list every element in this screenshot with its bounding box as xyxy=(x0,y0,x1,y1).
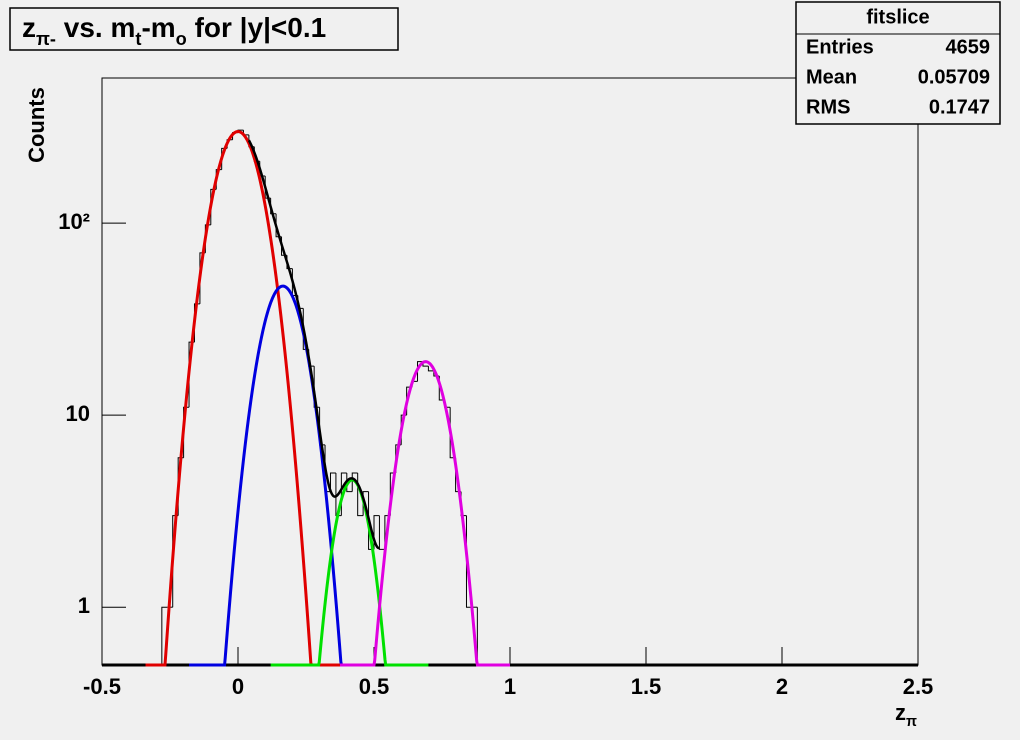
text-part: o xyxy=(176,29,187,49)
histogram-bin xyxy=(427,366,434,372)
text-part: -m xyxy=(141,12,175,43)
fit-curve xyxy=(145,130,340,667)
fit-curve xyxy=(270,478,429,667)
stats-value: 4659 xyxy=(946,36,991,58)
y-tick-label: 10 xyxy=(66,401,90,426)
x-tick-label: 2.5 xyxy=(903,674,934,699)
x-tick-label: 0.5 xyxy=(359,674,390,699)
x-tick-label: 1.5 xyxy=(631,674,662,699)
text-part: t xyxy=(135,29,141,49)
total-fit-curve xyxy=(247,139,380,550)
y-axis-label: Counts xyxy=(24,87,49,163)
y-tick-label: 1 xyxy=(78,593,90,618)
stats-label: Entries xyxy=(806,36,874,58)
fit-curve xyxy=(340,360,510,667)
stats-value: 0.05709 xyxy=(918,66,990,88)
x-tick-label: 0 xyxy=(232,674,244,699)
histogram-bin xyxy=(329,472,336,492)
text-part: z xyxy=(895,700,906,725)
stats-title: fitslice xyxy=(866,6,929,28)
histogram-bin xyxy=(335,472,342,517)
histogram-bin xyxy=(313,366,320,408)
x-axis-label: zπ xyxy=(895,700,917,730)
x-tick-label: -0.5 xyxy=(83,674,121,699)
text-part: for |y|<0.1 xyxy=(187,12,326,43)
histogram-bin xyxy=(161,606,168,665)
histogram-bin xyxy=(378,515,385,550)
histogram-bin xyxy=(346,472,353,493)
text-part: π- xyxy=(36,29,56,49)
stats-box xyxy=(795,1,1001,125)
title-box xyxy=(9,7,399,51)
chart-title: zπ- vs. mt-mo for |y|<0.1 xyxy=(22,12,326,48)
stats-label: RMS xyxy=(806,96,850,118)
histogram-bin xyxy=(362,491,369,516)
plot-frame xyxy=(101,77,919,666)
histogram-bin xyxy=(417,361,423,382)
stats-label: Mean xyxy=(806,66,857,88)
text-part: π xyxy=(906,714,917,730)
text-part: vs. m xyxy=(56,12,135,43)
histogram-bin xyxy=(351,472,358,492)
stats-value: 0.1747 xyxy=(929,96,990,118)
y-tick-label: 10² xyxy=(58,209,90,234)
text-part: z xyxy=(22,12,36,43)
x-tick-label: 1 xyxy=(504,674,516,699)
x-tick-label: 2 xyxy=(776,674,788,699)
